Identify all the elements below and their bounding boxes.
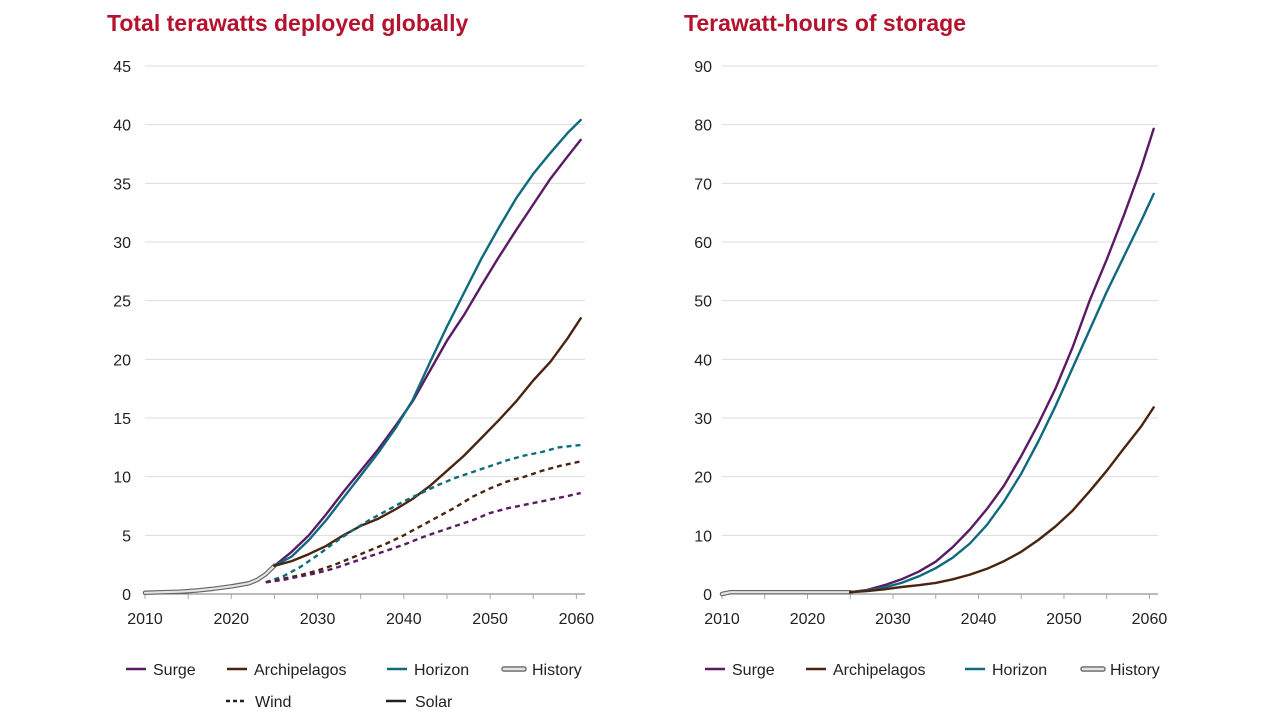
x-tick-label: 2020	[790, 611, 826, 628]
y-tick-label: 45	[113, 59, 131, 76]
series-line-horizon	[849, 192, 1155, 594]
y-tick-label: 50	[694, 294, 712, 311]
x-tick-label: 2040	[961, 611, 997, 628]
legend-history-label: History	[532, 662, 582, 679]
series-line-surge-wind	[265, 491, 581, 584]
y-tick-label: 20	[694, 470, 712, 487]
legend-surge-label: Surge	[153, 662, 196, 679]
legend-history-label: History	[1110, 662, 1160, 679]
series-line-horizon	[273, 118, 582, 567]
legend-wind-label: Wind	[255, 694, 291, 711]
chart-title-left: Total terawatts deployed globally	[107, 10, 469, 36]
y-tick-label: 0	[122, 587, 131, 604]
y-tick-label: 25	[113, 294, 131, 311]
legend-horizon-label: Horizon	[992, 662, 1047, 679]
y-tick-label: 30	[113, 235, 131, 252]
x-tick-label: 2060	[559, 611, 595, 628]
x-tick-label: 2030	[875, 611, 911, 628]
y-tick-label: 60	[694, 235, 712, 252]
x-tick-label: 2060	[1132, 611, 1168, 628]
y-tick-label: 35	[113, 176, 131, 193]
y-tick-label: 10	[694, 528, 712, 545]
chart-title-right: Terawatt-hours of storage	[684, 10, 966, 36]
y-tick-label: 70	[694, 176, 712, 193]
x-tick-label: 2040	[386, 611, 422, 628]
legend-surge-label: Surge	[732, 662, 775, 679]
series-line-history	[720, 591, 852, 596]
series-line-history	[143, 564, 276, 594]
x-tick-label: 2030	[300, 611, 336, 628]
y-tick-label: 0	[703, 587, 712, 604]
series-line-surge	[849, 127, 1155, 594]
x-tick-label: 2010	[127, 611, 163, 628]
y-tick-label: 90	[694, 59, 712, 76]
x-tick-label: 2050	[1046, 611, 1082, 628]
y-tick-label: 40	[113, 118, 131, 135]
y-tick-label: 80	[694, 118, 712, 135]
y-tick-label: 30	[694, 411, 712, 428]
legend-solar-label: Solar	[415, 694, 453, 711]
series-line-archipelagos	[849, 406, 1155, 594]
x-tick-label: 2050	[472, 611, 508, 628]
series-line-archipelagos-wind	[265, 460, 581, 584]
x-tick-label: 2010	[704, 611, 740, 628]
series-line-horizon-wind	[265, 443, 581, 584]
y-tick-label: 40	[694, 352, 712, 369]
y-tick-label: 20	[113, 352, 131, 369]
y-tick-label: 5	[122, 528, 131, 545]
legend-archipelagos-label: Archipelagos	[254, 662, 347, 679]
series-line-archipelagos	[273, 317, 582, 567]
series-line-surge	[273, 138, 582, 567]
legend-archipelagos-label: Archipelagos	[833, 662, 926, 679]
y-tick-label: 10	[113, 470, 131, 487]
y-tick-label: 15	[113, 411, 131, 428]
x-tick-label: 2020	[213, 611, 249, 628]
legend-horizon-label: Horizon	[414, 662, 469, 679]
